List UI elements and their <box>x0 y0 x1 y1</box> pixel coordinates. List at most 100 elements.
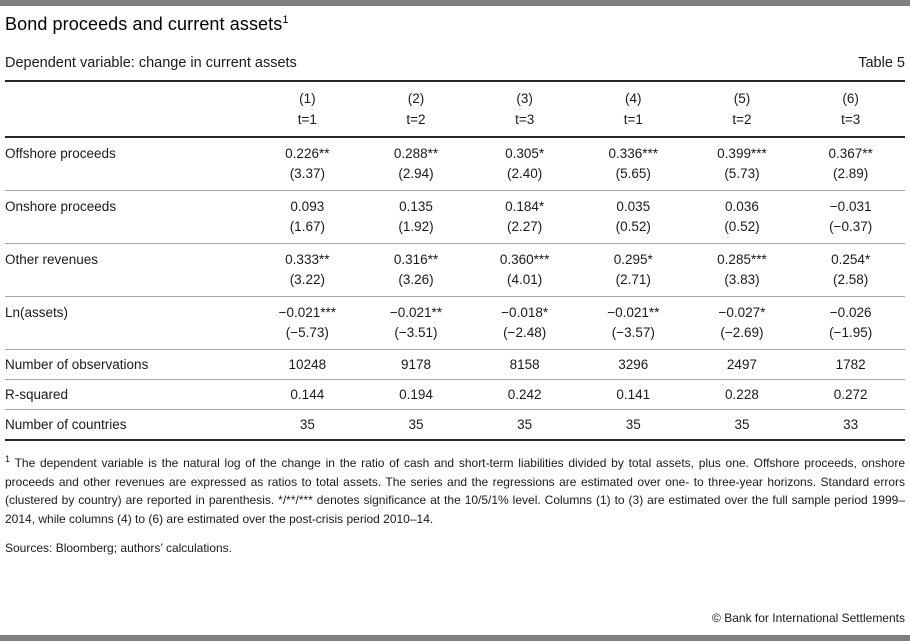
tstat-cell: (4.01) <box>507 272 543 287</box>
stat-cell: 33 <box>796 409 905 440</box>
tstat-cell: (5.73) <box>724 166 760 181</box>
tstat-cell: (0.52) <box>724 219 760 234</box>
coef-cell: −0.021** <box>578 296 688 322</box>
title-footnote-marker: 1 <box>282 14 289 26</box>
row-label-spacer <box>5 322 253 350</box>
stat-cell: 0.242 <box>470 379 579 410</box>
footnote-marker: 1 <box>5 454 11 464</box>
coef-cell: 0.285*** <box>687 243 797 269</box>
tstat-cell: (−3.51) <box>394 325 438 340</box>
page-title: Bond proceeds and current assets1 <box>5 14 905 35</box>
stat-cell: 9178 <box>361 349 471 380</box>
table-row-onshore-proceeds: Onshore proceeds 0.093 0.135 0.184* 0.03… <box>5 190 905 216</box>
tstat-cell: (1.67) <box>289 219 325 234</box>
tstat-row: (3.22) (3.26) (4.01) (2.71) (3.83) (2.58… <box>5 269 905 297</box>
coef-cell: 0.036 <box>687 190 797 216</box>
coef-cell: 0.254* <box>796 243 905 269</box>
tstat-cell: (2.40) <box>507 166 543 181</box>
horizon-header: t=3 <box>515 112 535 127</box>
coef-cell: 0.367** <box>828 146 873 161</box>
stat-cell: 0.272 <box>796 379 905 410</box>
page: Bond proceeds and current assets1 Depend… <box>5 14 905 555</box>
table-header: (1) (2) (3) (4) (5) (6) t=1 t=2 t=3 t=1 … <box>5 81 905 137</box>
coef-cell: 0.184* <box>470 190 579 216</box>
stat-cell: 35 <box>687 409 797 440</box>
stat-cell: 35 <box>361 409 471 440</box>
tstat-cell: (2.58) <box>833 272 869 287</box>
stat-cell: 0.194 <box>361 379 471 410</box>
stat-cell: 35 <box>253 409 362 440</box>
row-label: Onshore proceeds <box>5 190 253 216</box>
stat-cell: 8158 <box>470 349 579 380</box>
tstat-cell: (2.71) <box>615 272 651 287</box>
tstat-cell: (5.65) <box>615 166 651 181</box>
sources-line: Sources: Bloomberg; authors’ calculation… <box>5 541 233 555</box>
top-divider-bar <box>0 0 910 6</box>
bottom-divider-bar <box>0 635 910 641</box>
row-label: R-squared <box>5 379 253 410</box>
column-number-row: (1) (2) (3) (4) (5) (6) <box>5 81 905 109</box>
coef-cell: −0.026 <box>796 296 905 322</box>
horizon-header: t=1 <box>623 112 643 127</box>
stat-cell: 35 <box>470 409 579 440</box>
copyright-notice: © Bank for International Settlements <box>712 611 905 625</box>
tstat-cell: (3.22) <box>289 272 325 287</box>
coef-cell: 0.316** <box>361 243 471 269</box>
coef-cell: 0.288** <box>393 146 439 161</box>
tstat-cell: (−0.37) <box>829 219 873 234</box>
coef-cell: 0.226** <box>285 146 330 161</box>
dependent-variable-label: Dependent variable: change in current as… <box>5 55 297 71</box>
horizon-header: t=2 <box>732 112 752 127</box>
row-label: Ln(assets) <box>5 296 253 322</box>
stat-cell: 0.228 <box>687 379 797 410</box>
coef-cell: 0.333** <box>253 243 362 269</box>
coef-cell: 0.399*** <box>717 146 767 161</box>
coef-cell: 0.305* <box>505 146 545 161</box>
coef-cell: 0.135 <box>361 190 471 216</box>
row-label: Number of observations <box>5 349 253 380</box>
table-row-countries: Number of countries 35 35 35 35 35 33 <box>5 409 905 440</box>
table-row-offshore-proceeds: Offshore proceeds 0.226** 0.288** 0.305*… <box>5 137 905 163</box>
tstat-cell: (−5.73) <box>285 325 329 340</box>
row-label: Other revenues <box>5 243 253 269</box>
table-row-ln-assets: Ln(assets) −0.021*** −0.021** −0.018* −0… <box>5 296 905 322</box>
header-spacer <box>5 81 253 109</box>
coef-cell: −0.031 <box>796 190 905 216</box>
coef-cell: 0.093 <box>253 190 362 216</box>
column-header: (4) <box>625 91 642 106</box>
coef-cell: −0.018* <box>470 296 579 322</box>
tstat-row: (3.37) (2.94) (2.40) (5.65) (5.73) (2.89… <box>5 163 905 191</box>
stat-cell: 10248 <box>253 349 362 380</box>
tstat-cell: (3.37) <box>289 166 325 181</box>
coef-cell: −0.027* <box>687 296 797 322</box>
column-header: (1) <box>299 91 316 106</box>
row-label: Offshore proceeds <box>5 146 116 161</box>
coef-cell: −0.021*** <box>253 296 362 322</box>
header-spacer <box>5 109 253 137</box>
column-header: (5) <box>733 91 751 106</box>
tstat-cell: (−1.95) <box>829 325 873 340</box>
coef-cell: 0.360*** <box>470 243 579 269</box>
tstat-cell: (2.27) <box>507 219 543 234</box>
tstat-cell: (0.52) <box>615 219 651 234</box>
row-label-spacer <box>5 216 253 244</box>
horizon-header: t=2 <box>406 112 426 127</box>
column-header: (6) <box>842 91 859 106</box>
tstat-cell: (−3.57) <box>611 325 655 340</box>
tstat-cell: (−2.69) <box>720 325 764 340</box>
row-label-spacer <box>5 269 253 297</box>
stat-cell: 1782 <box>796 349 905 380</box>
stat-cell: 35 <box>578 409 688 440</box>
stat-cell: 0.144 <box>253 379 362 410</box>
tstat-row: (1.67) (1.92) (2.27) (0.52) (0.52) (−0.3… <box>5 216 905 244</box>
tstat-cell: (3.83) <box>724 272 760 287</box>
tstat-cell: (1.92) <box>398 219 434 234</box>
horizon-row: t=1 t=2 t=3 t=1 t=2 t=3 <box>5 109 905 137</box>
regression-table: (1) (2) (3) (4) (5) (6) t=1 t=2 t=3 t=1 … <box>5 80 905 441</box>
table-row-r-squared: R-squared 0.144 0.194 0.242 0.141 0.228 … <box>5 379 905 410</box>
coef-cell: 0.336*** <box>608 146 659 161</box>
tstat-row: (−5.73) (−3.51) (−2.48) (−3.57) (−2.69) … <box>5 322 905 350</box>
coef-cell: 0.295* <box>578 243 688 269</box>
stat-cell: 2497 <box>687 349 797 380</box>
horizon-header: t=1 <box>297 112 317 127</box>
